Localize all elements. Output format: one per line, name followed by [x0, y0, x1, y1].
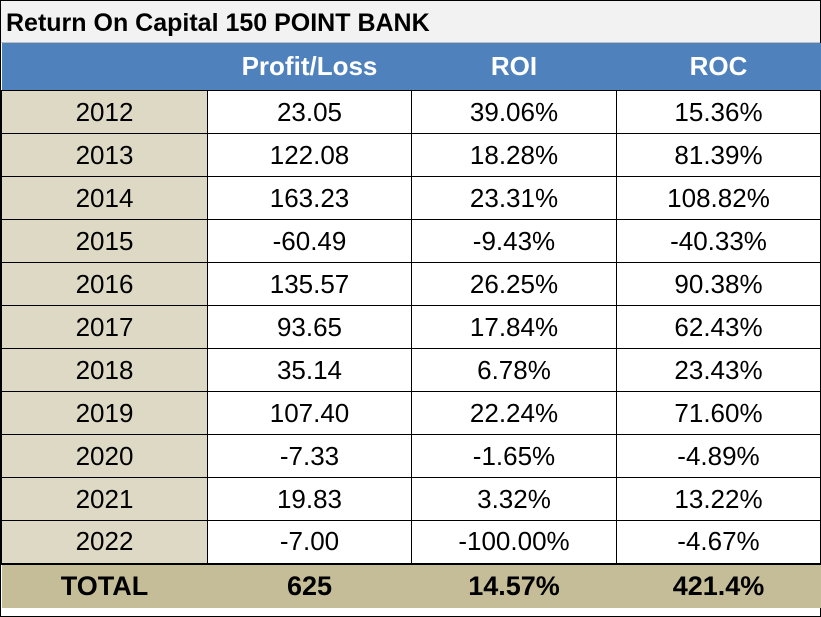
table-row: 2020 -7.33 -1.65% -4.89%	[1, 434, 821, 478]
roi-cell: 22.24%	[411, 391, 617, 435]
table-body: 2012 23.05 39.06% 15.36% 2013 122.08 18.28% 81.…	[1, 90, 821, 564]
total-roi: 14.57%	[411, 562, 617, 608]
roc-cell: 13.22%	[616, 477, 821, 521]
profit-loss-cell: 122.08	[207, 133, 412, 177]
roc-cell: 62.43%	[616, 305, 821, 349]
header-roc: ROC	[616, 43, 821, 91]
roi-cell: 3.32%	[411, 477, 617, 521]
profit-loss-cell: 107.40	[207, 391, 412, 435]
roc-cell: -4.67%	[616, 520, 821, 564]
year-cell: 2016	[1, 262, 208, 306]
year-cell: 2012	[1, 90, 208, 134]
roi-cell: -100.00%	[411, 520, 617, 564]
table-row: 2016 135.57 26.25% 90.38%	[1, 262, 821, 306]
table-row: 2017 93.65 17.84% 62.43%	[1, 305, 821, 349]
roc-cell: 81.39%	[616, 133, 821, 177]
profit-loss-cell: -7.00	[207, 520, 412, 564]
header-row: Profit/Loss ROI ROC	[1, 43, 821, 91]
table-title: Return On Capital 150 POINT BANK	[1, 1, 820, 43]
year-cell: 2019	[1, 391, 208, 435]
profit-loss-cell: 23.05	[207, 90, 412, 134]
roi-cell: 6.78%	[411, 348, 617, 392]
roc-cell: 23.43%	[616, 348, 821, 392]
table-row: 2022 -7.00 -100.00% -4.67%	[1, 520, 821, 564]
roi-cell: -1.65%	[411, 434, 617, 478]
roi-cell: 39.06%	[411, 90, 617, 134]
returns-table: Profit/Loss ROI ROC 2012 23.05 39.06% 15.36…	[1, 43, 821, 608]
table-row: 2014 163.23 23.31% 108.82%	[1, 176, 821, 220]
total-label: TOTAL	[1, 562, 208, 608]
roi-cell: -9.43%	[411, 219, 617, 263]
profit-loss-cell: 35.14	[207, 348, 412, 392]
roi-cell: 18.28%	[411, 133, 617, 177]
roi-cell: 17.84%	[411, 305, 617, 349]
roc-cell: 15.36%	[616, 90, 821, 134]
year-cell: 2020	[1, 434, 208, 478]
total-profit-loss: 625	[207, 562, 412, 608]
header-year	[1, 43, 208, 91]
roc-cell: -4.89%	[616, 434, 821, 478]
year-cell: 2021	[1, 477, 208, 521]
roi-cell: 23.31%	[411, 176, 617, 220]
roc-cell: 90.38%	[616, 262, 821, 306]
header-roi: ROI	[411, 43, 617, 91]
profit-loss-cell: 135.57	[207, 262, 412, 306]
profit-loss-cell: 19.83	[207, 477, 412, 521]
roc-cell: -40.33%	[616, 219, 821, 263]
year-cell: 2015	[1, 219, 208, 263]
roc-cell: 108.82%	[616, 176, 821, 220]
profit-loss-cell: 93.65	[207, 305, 412, 349]
year-cell: 2013	[1, 133, 208, 177]
profit-loss-cell: -60.49	[207, 219, 412, 263]
year-cell: 2022	[1, 520, 208, 564]
profit-loss-cell: 163.23	[207, 176, 412, 220]
profit-loss-cell: -7.33	[207, 434, 412, 478]
year-cell: 2014	[1, 176, 208, 220]
roi-cell: 26.25%	[411, 262, 617, 306]
table-row: 2013 122.08 18.28% 81.39%	[1, 133, 821, 177]
total-roc: 421.4%	[616, 562, 821, 608]
table-row: 2018 35.14 6.78% 23.43%	[1, 348, 821, 392]
year-cell: 2018	[1, 348, 208, 392]
table-row: 2019 107.40 22.24% 71.60%	[1, 391, 821, 435]
year-cell: 2017	[1, 305, 208, 349]
table-row: 2015 -60.49 -9.43% -40.33%	[1, 219, 821, 263]
total-row: TOTAL 625 14.57% 421.4%	[1, 562, 821, 608]
roc-cell: 71.60%	[616, 391, 821, 435]
table-row: 2021 19.83 3.32% 13.22%	[1, 477, 821, 521]
table-row: 2012 23.05 39.06% 15.36%	[1, 90, 821, 134]
header-profit-loss: Profit/Loss	[207, 43, 412, 91]
